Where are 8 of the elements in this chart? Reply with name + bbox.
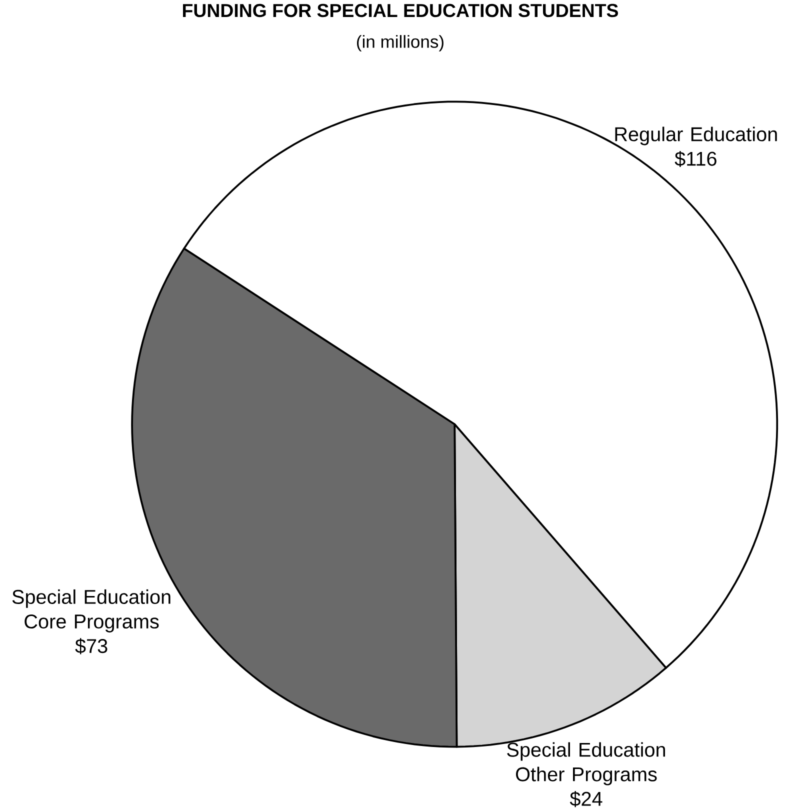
chart-subtitle: (in millions) [356, 35, 444, 52]
data-label: $73 [74, 638, 108, 654]
data-label: $116 [674, 150, 716, 168]
chart-title: FUNDING FOR SPECIAL EDUCATION STUDENTS [182, 4, 618, 18]
slice-label: Regular Education [615, 126, 777, 146]
slice-label: Special Education Other Programs [506, 742, 665, 786]
data-label: $24 [570, 791, 602, 808]
slice-label: Special Education Core Programs [12, 589, 170, 632]
